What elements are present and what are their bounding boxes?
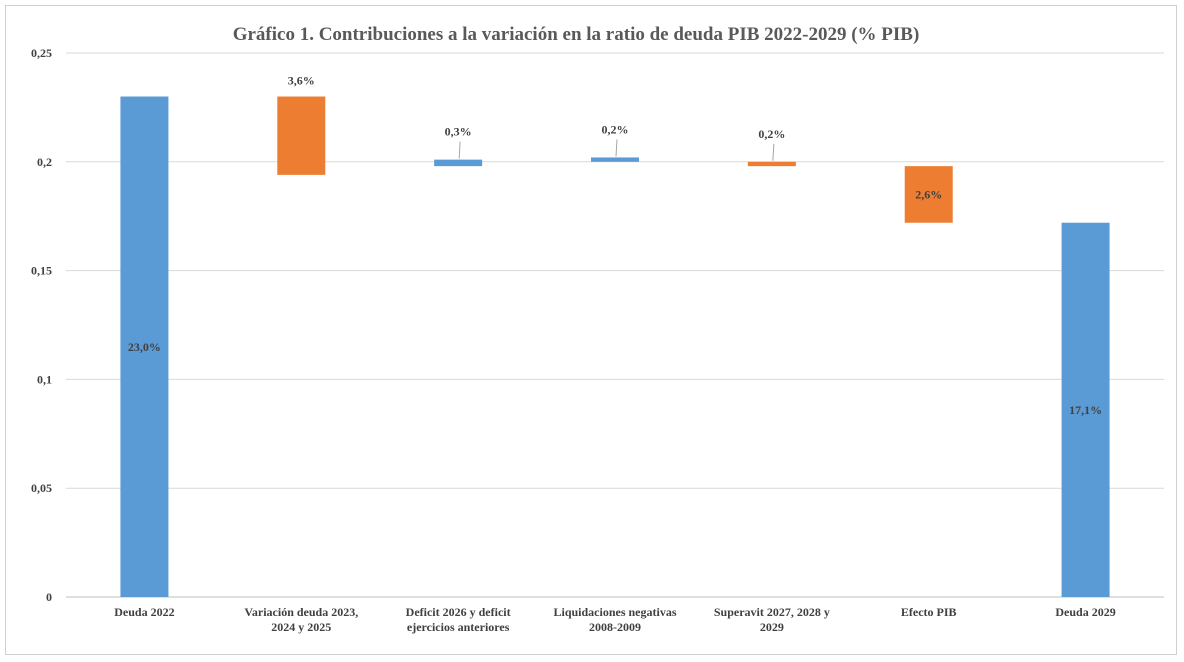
leader-line bbox=[615, 139, 618, 157]
data-label: 0,2% bbox=[602, 122, 629, 136]
bar-total bbox=[1061, 222, 1110, 597]
x-category-label-line: Efecto PIB bbox=[901, 605, 957, 619]
x-category-label-line: 2029 bbox=[760, 620, 784, 634]
y-axis-ticks: 0 0,05 0,1 0,15 0,2 0,25 bbox=[31, 46, 52, 604]
x-category-label-line: Deficit 2026 y deficit bbox=[406, 605, 511, 619]
x-category-label: Deuda 2029 bbox=[1055, 605, 1115, 619]
y-tick-label: 0,15 bbox=[31, 264, 52, 278]
x-category-label: Liquidaciones negativas 2008-2009 bbox=[553, 605, 676, 634]
x-category-label-line: 2008-2009 bbox=[589, 620, 641, 634]
y-tick-label: 0,1 bbox=[37, 372, 52, 386]
bar-increase bbox=[434, 159, 483, 167]
waterfall-chart: Gráfico 1. Contribuciones a la variación… bbox=[31, 24, 1164, 634]
bar-decrease bbox=[904, 166, 953, 223]
bar-decrease bbox=[747, 161, 796, 167]
y-tick-label: 0,05 bbox=[31, 481, 52, 495]
chart-title: Gráfico 1. Contribuciones a la variación… bbox=[233, 24, 920, 45]
bar-increase bbox=[591, 157, 639, 162]
x-category-label: Deficit 2026 y deficit ejercicios anterio… bbox=[406, 605, 511, 634]
bars bbox=[120, 96, 1110, 598]
data-label: 3,6% bbox=[288, 74, 315, 88]
y-tick-label: 0,25 bbox=[31, 46, 52, 60]
bar-total bbox=[120, 96, 169, 598]
data-label: 17,1% bbox=[1069, 403, 1102, 417]
x-category-label-line: 2024 y 2025 bbox=[271, 620, 331, 634]
data-label: 0,2% bbox=[758, 127, 785, 141]
x-axis-categories: Deuda 2022 Variación deuda 2023, 2024 y 20… bbox=[114, 605, 1115, 634]
data-label: 2,6% bbox=[915, 187, 942, 201]
leader-line bbox=[772, 143, 775, 161]
leader-line bbox=[458, 141, 461, 159]
x-category-label-line: Variación deuda 2023, bbox=[244, 605, 358, 619]
y-tick-label: 0,2 bbox=[37, 155, 52, 169]
chart-frame: Gráfico 1. Contribuciones a la variación… bbox=[5, 5, 1177, 655]
data-label: 0,3% bbox=[445, 125, 472, 139]
x-category-label-line: Deuda 2022 bbox=[114, 605, 174, 619]
x-category-label-line: Superavit 2027, 2028 y bbox=[714, 605, 830, 619]
x-category-label-line: Deuda 2029 bbox=[1055, 605, 1115, 619]
x-category-label: Variación deuda 2023, 2024 y 2025 bbox=[244, 605, 358, 634]
y-tick-label: 0 bbox=[46, 590, 52, 604]
x-category-label-line: ejercicios anteriores bbox=[407, 620, 510, 634]
data-labels: 23,0% 3,6% 0,3% 0,2% 0,2% 2,6% 17,1% bbox=[128, 74, 1102, 417]
data-label: 23,0% bbox=[128, 340, 161, 354]
x-category-label: Efecto PIB bbox=[901, 605, 957, 619]
x-category-label: Deuda 2022 bbox=[114, 605, 174, 619]
bar-decrease bbox=[277, 96, 326, 175]
x-category-label: Superavit 2027, 2028 y 2029 bbox=[714, 605, 830, 634]
x-category-label-line: Liquidaciones negativas bbox=[553, 605, 676, 619]
